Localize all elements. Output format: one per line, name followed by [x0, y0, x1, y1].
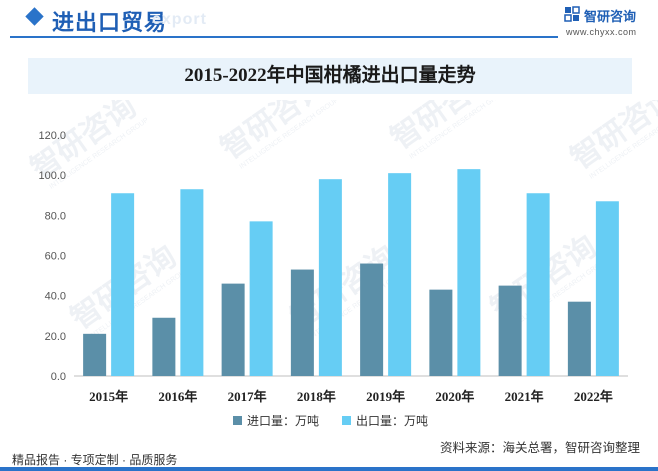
- brand-logo-block: 智研咨询 www.chyxx.com: [564, 6, 654, 40]
- header-divider: [10, 36, 558, 38]
- legend: 进口量：万吨 出口量：万吨: [233, 414, 428, 428]
- bars: [83, 169, 619, 376]
- x-tick-label: 2022年: [574, 389, 613, 404]
- brand-logo-icon: [564, 6, 580, 22]
- export-bar: [388, 173, 412, 376]
- brand-url: www.chyxx.com: [566, 27, 637, 37]
- brand-name: 智研咨询: [584, 9, 637, 24]
- y-tick-label: 60.0: [45, 251, 66, 263]
- x-tick-label: 2019年: [366, 389, 405, 404]
- legend-swatch: [233, 416, 242, 425]
- import-bar: [221, 283, 245, 376]
- diamond-icon: [25, 7, 44, 26]
- x-tick-label: 2016年: [158, 389, 197, 404]
- data-source: 资料来源：海关总署，智研咨询整理: [440, 441, 641, 455]
- export-bar: [457, 169, 481, 376]
- y-tick-label: 100.0: [38, 170, 66, 182]
- legend-label: 进口量：万吨: [247, 414, 319, 428]
- x-tick-label: 2021年: [505, 389, 544, 404]
- section-title: 进出口贸易: [52, 10, 168, 35]
- y-tick-label: 80.0: [45, 210, 66, 222]
- export-bar: [111, 193, 135, 376]
- section-ghost-text: export: [152, 11, 207, 28]
- legend-swatch: [342, 416, 351, 425]
- watermark-text: 智研咨询: [215, 100, 332, 166]
- x-tick-label: 2020年: [435, 389, 474, 404]
- y-tick-label: 20.0: [45, 331, 66, 343]
- y-tick-label: 40.0: [45, 291, 66, 303]
- axes: 0.0 20.0 40.0 60.0 80.0 100.0 120.0 2015年 2016年 2…: [38, 130, 628, 404]
- export-bar: [180, 189, 204, 376]
- import-bar: [152, 317, 176, 376]
- import-bar: [360, 263, 384, 376]
- chart-title: 2015-2022年中国柑橘进出口量走势: [28, 58, 632, 94]
- import-bar: [290, 269, 314, 376]
- export-bar: [595, 201, 619, 376]
- import-bar: [429, 289, 453, 376]
- import-bar: [567, 301, 591, 376]
- export-bar: [249, 221, 273, 376]
- y-tick-label: 120.0: [38, 130, 66, 142]
- x-tick-label: 2015年: [89, 389, 128, 404]
- section-header: 进出口贸易 export 智研咨询 www.chyxx.com: [0, 0, 658, 40]
- footer-tagline: 精品报告 · 专项定制 · 品质服务: [12, 453, 178, 467]
- x-tick-label: 2018年: [297, 389, 336, 404]
- export-bar: [318, 179, 342, 376]
- import-bar: [498, 285, 522, 376]
- legend-label: 出口量：万吨: [356, 414, 428, 428]
- x-tick-label: 2017年: [228, 389, 267, 404]
- y-tick-label: 0.0: [51, 371, 66, 383]
- footer-bar: [0, 467, 658, 471]
- export-bar: [526, 193, 550, 376]
- import-bar: [83, 333, 107, 376]
